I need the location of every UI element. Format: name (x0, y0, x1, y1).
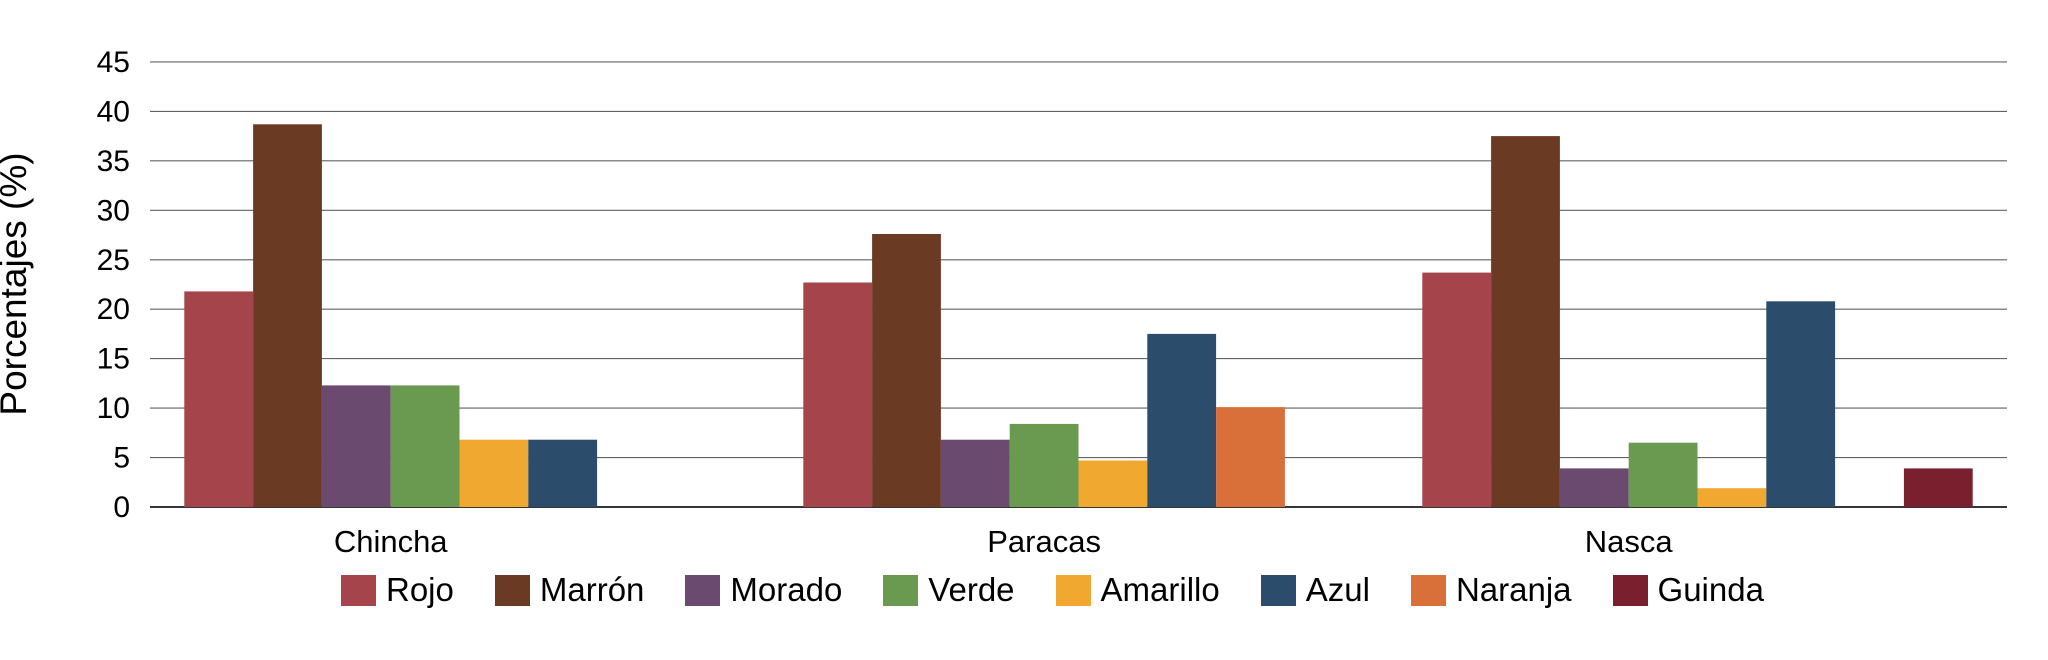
svg-text:Paracas: Paracas (987, 524, 1101, 559)
svg-text:0: 0 (113, 491, 130, 524)
svg-text:30: 30 (97, 194, 130, 227)
svg-text:Nasca: Nasca (1585, 524, 1674, 559)
svg-text:40: 40 (97, 95, 130, 128)
svg-text:25: 25 (97, 244, 130, 277)
svg-text:Chincha: Chincha (334, 524, 448, 559)
svg-text:45: 45 (97, 46, 130, 79)
svg-text:35: 35 (97, 145, 130, 178)
svg-text:5: 5 (113, 442, 130, 475)
svg-text:15: 15 (97, 343, 130, 376)
svg-text:20: 20 (97, 293, 130, 326)
svg-text:10: 10 (97, 392, 130, 425)
